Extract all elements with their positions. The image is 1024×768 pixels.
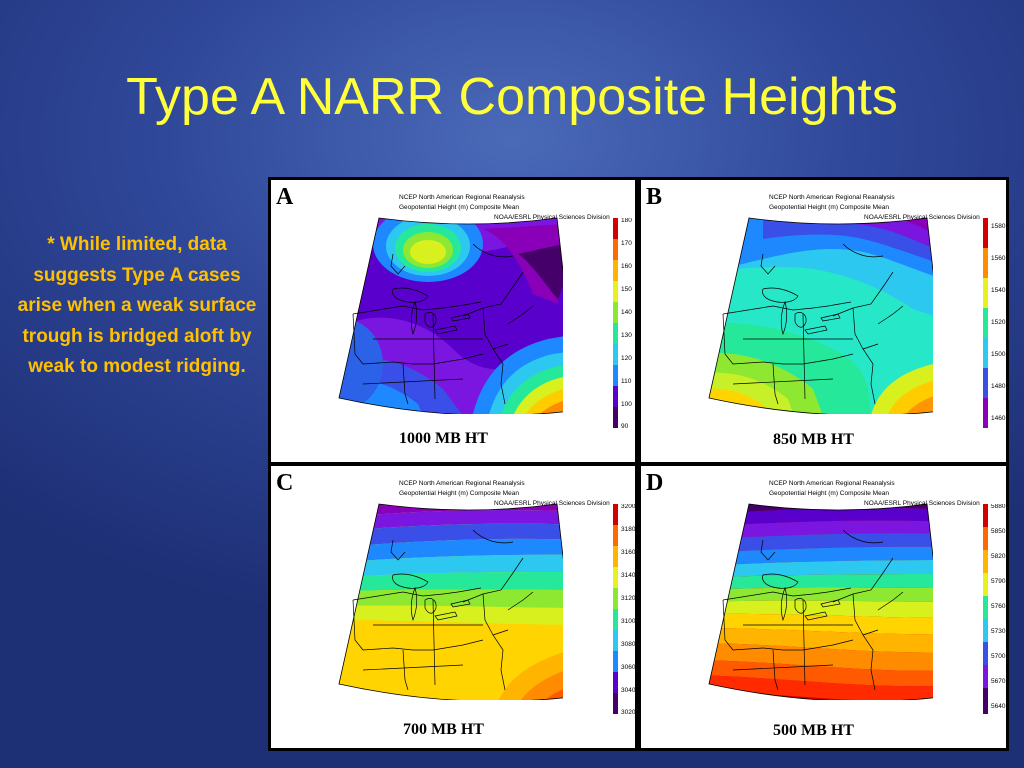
header-line-3: NOAA/ESRL Physical Sciences Division bbox=[864, 500, 980, 507]
colorbar-label: 5820 bbox=[991, 553, 1006, 560]
map-700mb bbox=[338, 503, 563, 700]
colorbar-label: 3100 bbox=[621, 618, 635, 625]
colorbar-500mb: 5880 5850 5820 5790 5760 5730 5700 5670 … bbox=[983, 504, 1006, 714]
colorbar-700mb: 3200 3180 3160 3140 3120 3100 3080 3060 … bbox=[613, 504, 635, 716]
header-line-3: NOAA/ESRL Physical Sciences Division bbox=[494, 500, 610, 507]
colorbar-label: 1580 bbox=[991, 223, 1006, 230]
colorbar-label: 120 bbox=[621, 355, 632, 362]
header-line-1: NCEP North American Regional Reanalysis bbox=[399, 194, 525, 201]
colorbar-label: 100 bbox=[621, 401, 632, 408]
colorbar-label: 1480 bbox=[991, 383, 1006, 390]
panel-c: C NCEP North American Regional Reanalysi… bbox=[271, 466, 635, 748]
colorbar-label: 1520 bbox=[991, 319, 1006, 326]
note-text: * While limited, data suggests Type A ca… bbox=[17, 234, 257, 377]
colorbar-label: 3140 bbox=[621, 572, 635, 579]
colorbar-850mb: 1580 1560 1540 1520 1500 1480 1460 bbox=[983, 218, 1006, 428]
panel-header: NCEP North American Regional Reanalysis … bbox=[399, 479, 610, 509]
panel-caption: 700 MB HT bbox=[403, 721, 484, 738]
colorbar-label: 3160 bbox=[621, 549, 635, 556]
header-line-2: Geopotential Height (m) Composite Mean bbox=[399, 490, 519, 497]
colorbar-label: 3180 bbox=[621, 526, 635, 533]
colorbar-label: 5670 bbox=[991, 678, 1006, 685]
colorbar-label: 140 bbox=[621, 309, 632, 316]
panel-d: D NCEP North American Regional Reanalysi… bbox=[641, 466, 1006, 748]
panel-caption: 850 MB HT bbox=[773, 431, 854, 448]
composite-figure: A NCEP North American Regional Reanalysi… bbox=[268, 177, 1009, 751]
colorbar-label: 170 bbox=[621, 240, 632, 247]
header-line-1: NCEP North American Regional Reanalysis bbox=[769, 480, 895, 487]
colorbar-label: 150 bbox=[621, 286, 632, 293]
slide-title: Type A NARR Composite Heights bbox=[126, 68, 898, 126]
colorbar-label: 5640 bbox=[991, 703, 1006, 710]
colorbar-label: 5700 bbox=[991, 653, 1006, 660]
colorbar-label: 90 bbox=[621, 423, 629, 430]
header-line-1: NCEP North American Regional Reanalysis bbox=[769, 194, 895, 201]
header-line-1: NCEP North American Regional Reanalysis bbox=[399, 480, 525, 487]
panel-caption: 500 MB HT bbox=[773, 722, 854, 739]
map-850mb bbox=[708, 217, 933, 414]
panel-letter: A bbox=[276, 184, 294, 210]
colorbar-label: 1540 bbox=[991, 287, 1006, 294]
colorbar-label: 110 bbox=[621, 378, 632, 385]
header-line-3: NOAA/ESRL Physical Sciences Division bbox=[494, 214, 610, 221]
map-500mb bbox=[708, 503, 933, 700]
panel-b: B NCEP North American Regional Reanalysi… bbox=[641, 180, 1006, 462]
panel-letter: B bbox=[646, 184, 663, 210]
colorbar-1000mb: 180 170 160 150 140 130 120 110 100 90 bbox=[613, 218, 632, 430]
colorbar-label: 1460 bbox=[991, 415, 1006, 422]
colorbar-label: 130 bbox=[621, 332, 632, 339]
header-line-2: Geopotential Height (m) Composite Mean bbox=[399, 204, 519, 211]
colorbar-label: 1500 bbox=[991, 351, 1006, 358]
colorbar-label: 5760 bbox=[991, 603, 1006, 610]
header-line-2: Geopotential Height (m) Composite Mean bbox=[769, 490, 889, 497]
panel-a: A NCEP North American Regional Reanalysi… bbox=[271, 180, 635, 462]
colorbar-label: 3060 bbox=[621, 664, 635, 671]
panel-header: NCEP North American Regional Reanalysis … bbox=[769, 479, 980, 509]
colorbar-label: 3040 bbox=[621, 687, 635, 694]
header-line-2: Geopotential Height (m) Composite Mean bbox=[769, 204, 889, 211]
map-1000mb bbox=[338, 217, 563, 414]
header-line-3: NOAA/ESRL Physical Sciences Division bbox=[864, 214, 980, 221]
colorbar-label: 5850 bbox=[991, 528, 1006, 535]
colorbar-label: 3200 bbox=[621, 504, 635, 510]
colorbar-label: 3080 bbox=[621, 641, 635, 648]
panel-letter: C bbox=[276, 470, 294, 496]
colorbar-label: 1560 bbox=[991, 255, 1006, 262]
panel-caption: 1000 MB HT bbox=[399, 430, 488, 447]
colorbar-label: 5730 bbox=[991, 628, 1006, 635]
panel-header: NCEP North American Regional Reanalysis … bbox=[769, 193, 980, 223]
colorbar-label: 160 bbox=[621, 263, 632, 270]
colorbar-label: 5790 bbox=[991, 578, 1006, 585]
colorbar-label: 3020 bbox=[621, 709, 635, 716]
panel-letter: D bbox=[646, 470, 664, 496]
colorbar-label: 180 bbox=[621, 218, 632, 224]
colorbar-label: 5880 bbox=[991, 504, 1006, 510]
colorbar-label: 3120 bbox=[621, 595, 635, 602]
panel-header: NCEP North American Regional Reanalysis … bbox=[399, 193, 610, 223]
